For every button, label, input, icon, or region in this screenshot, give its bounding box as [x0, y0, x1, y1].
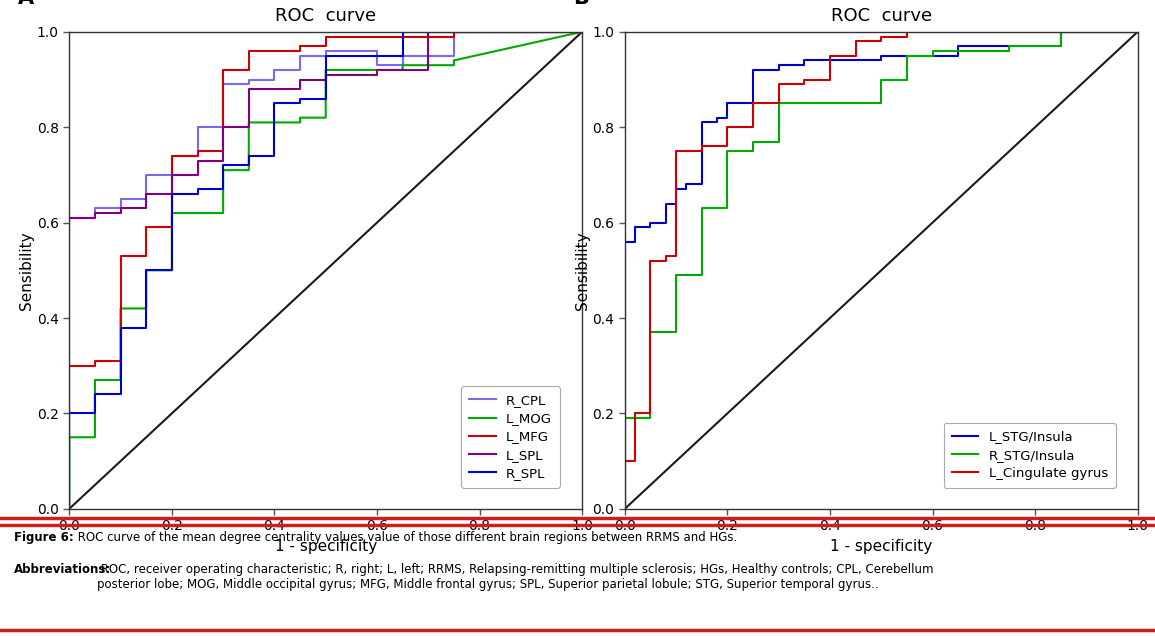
- Title: ROC  curve: ROC curve: [830, 7, 932, 25]
- Title: ROC  curve: ROC curve: [275, 7, 377, 25]
- Legend: L_STG/Insula, R_STG/Insula, L_Cingulate gyrus: L_STG/Insula, R_STG/Insula, L_Cingulate …: [944, 422, 1116, 488]
- X-axis label: 1 - specificity: 1 - specificity: [830, 539, 932, 554]
- Text: ROC curve of the mean degree centrality values value of those different brain re: ROC curve of the mean degree centrality …: [74, 531, 737, 544]
- Text: Abbreviations:: Abbreviations:: [14, 563, 111, 576]
- X-axis label: 1 - specificity: 1 - specificity: [275, 539, 377, 554]
- Text: Figure 6:: Figure 6:: [14, 531, 74, 544]
- Text: ROC, receiver operating characteristic; R, right; L, left; RRMS, Relapsing-remit: ROC, receiver operating characteristic; …: [97, 563, 933, 591]
- Y-axis label: Sensibility: Sensibility: [575, 231, 590, 310]
- Y-axis label: Sensibility: Sensibility: [20, 231, 35, 310]
- Text: A: A: [18, 0, 35, 8]
- Text: B: B: [574, 0, 589, 8]
- Legend: R_CPL, L_MOG, L_MFG, L_SPL, R_SPL: R_CPL, L_MOG, L_MFG, L_SPL, R_SPL: [461, 386, 560, 488]
